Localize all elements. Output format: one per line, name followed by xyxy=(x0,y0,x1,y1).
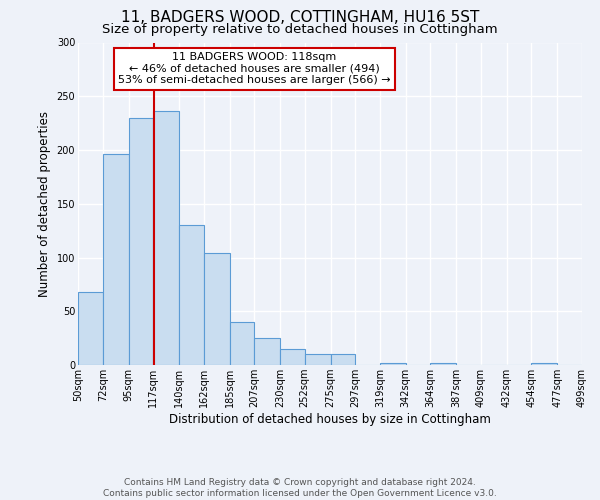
Bar xyxy=(305,354,331,365)
Bar xyxy=(128,118,153,365)
Bar xyxy=(380,363,406,365)
Bar xyxy=(230,322,254,365)
Bar xyxy=(280,349,305,365)
Bar xyxy=(103,154,128,365)
Bar xyxy=(254,338,280,365)
Text: Contains HM Land Registry data © Crown copyright and database right 2024.
Contai: Contains HM Land Registry data © Crown c… xyxy=(103,478,497,498)
X-axis label: Distribution of detached houses by size in Cottingham: Distribution of detached houses by size … xyxy=(169,413,491,426)
Text: 11, BADGERS WOOD, COTTINGHAM, HU16 5ST: 11, BADGERS WOOD, COTTINGHAM, HU16 5ST xyxy=(121,10,479,25)
Y-axis label: Number of detached properties: Number of detached properties xyxy=(38,111,51,296)
Bar xyxy=(532,363,557,365)
Bar xyxy=(179,225,204,365)
Text: 11 BADGERS WOOD: 118sqm
← 46% of detached houses are smaller (494)
53% of semi-d: 11 BADGERS WOOD: 118sqm ← 46% of detache… xyxy=(118,52,391,86)
Bar xyxy=(78,292,103,365)
Bar xyxy=(430,363,456,365)
Bar xyxy=(331,354,355,365)
Bar xyxy=(204,253,230,365)
Text: Size of property relative to detached houses in Cottingham: Size of property relative to detached ho… xyxy=(102,22,498,36)
Bar xyxy=(153,112,179,365)
